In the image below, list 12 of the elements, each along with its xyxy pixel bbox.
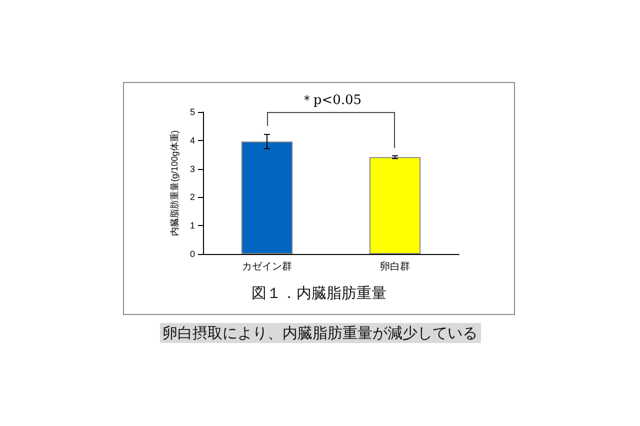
y-tick-label: 1 — [190, 220, 195, 231]
y-tick-label: 3 — [190, 164, 195, 174]
y-tick-label: 4 — [190, 135, 195, 146]
text: 卵白摂取により、内臓脂肪重量が減少している — [160, 323, 480, 343]
text: 図１．内臓脂肪重量 — [252, 285, 386, 302]
x-tick-label: 卵白群 — [380, 260, 410, 272]
y-tick-label: 5 — [190, 107, 195, 117]
x-tick-label: カゼイン群 — [242, 260, 292, 272]
y-tick-label: 0 — [190, 249, 195, 259]
y-tick-label: 2 — [190, 192, 195, 202]
y-axis-title: 内臓脂肪重量(g/100g体重) — [170, 130, 180, 236]
text: ＊p<0.05 — [300, 93, 362, 108]
